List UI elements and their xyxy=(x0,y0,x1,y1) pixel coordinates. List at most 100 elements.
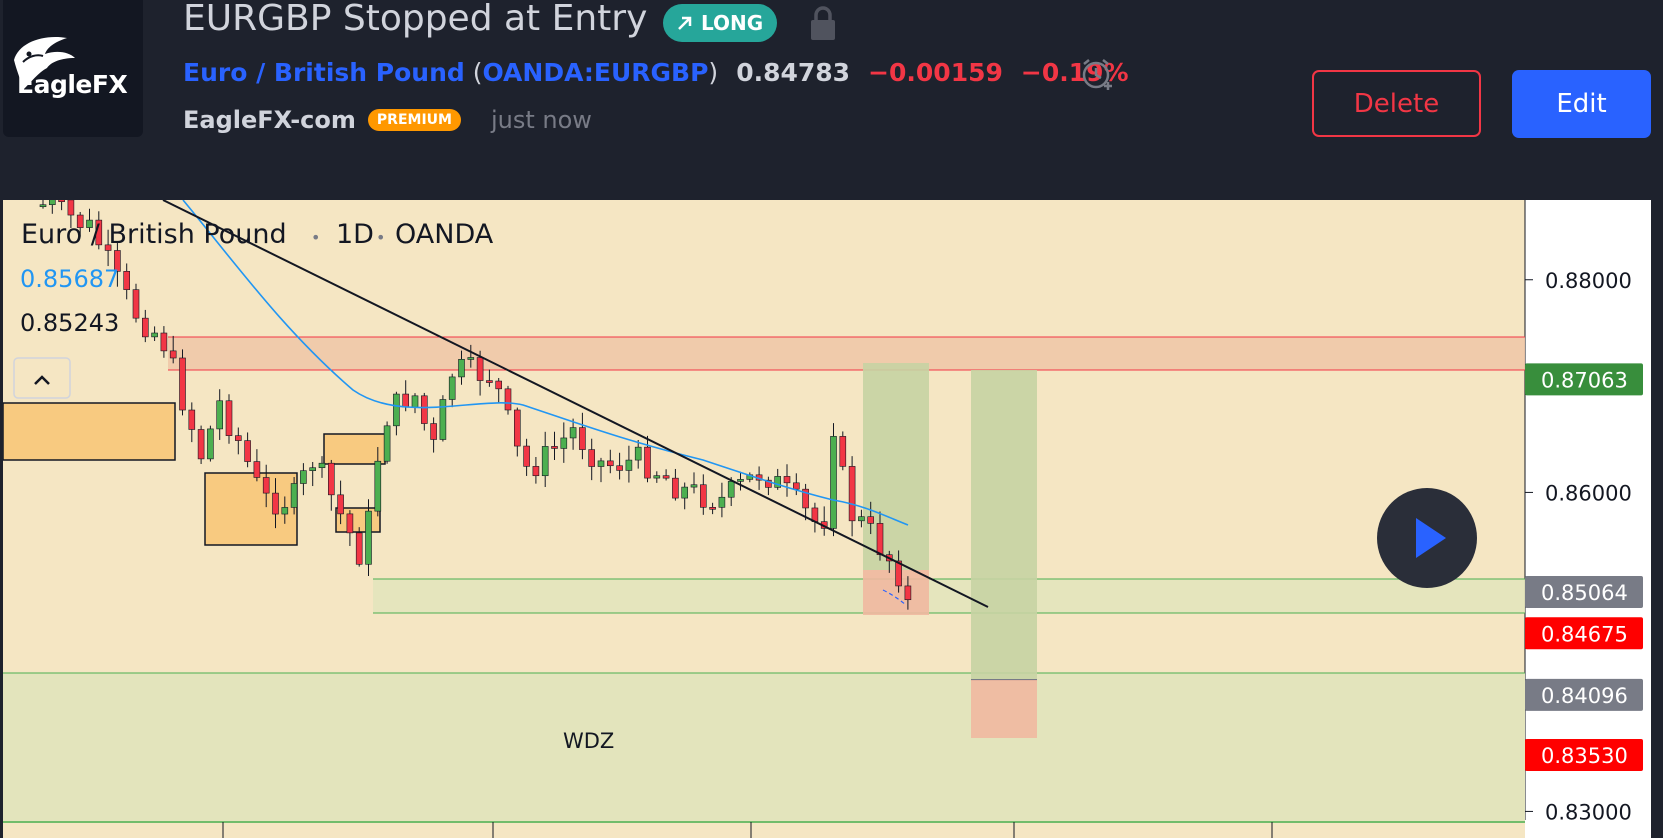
long-badge: LONG xyxy=(663,4,778,42)
candle xyxy=(225,394,233,444)
candle xyxy=(132,283,140,323)
candle xyxy=(290,476,298,515)
candle xyxy=(272,478,279,529)
candle xyxy=(588,438,596,481)
delete-button[interactable]: Delete xyxy=(1312,70,1481,137)
candle xyxy=(216,389,223,440)
candle xyxy=(48,200,56,214)
axis-tick-label: 0.86000 xyxy=(1545,481,1632,505)
logo-text: EagleFX xyxy=(17,70,128,99)
candle xyxy=(420,392,428,431)
price-label-text: 0.83530 xyxy=(1541,744,1628,768)
candle xyxy=(114,242,121,287)
edit-button[interactable]: Edit xyxy=(1512,70,1651,138)
candle xyxy=(365,499,372,577)
candle xyxy=(495,377,503,404)
candle xyxy=(337,480,344,525)
candle xyxy=(439,395,447,442)
symbol-row: Euro / British Pound (OANDA:EURGBP) 0.84… xyxy=(183,58,1129,87)
price-label-text: 0.85064 xyxy=(1541,581,1628,605)
price-chart[interactable]: Euro / British Pound • 1D • OANDA 0.8568… xyxy=(3,200,1651,838)
candle xyxy=(606,449,614,474)
candle xyxy=(281,496,289,524)
lock-icon xyxy=(811,6,835,40)
candle xyxy=(523,438,530,476)
candle xyxy=(179,349,186,416)
candle xyxy=(699,474,707,515)
candle xyxy=(634,439,642,469)
svg-text:•: • xyxy=(311,228,320,247)
candle xyxy=(579,412,586,460)
author-link[interactable]: EagleFX-com xyxy=(183,106,356,134)
price-label-bg xyxy=(1525,678,1643,711)
candle xyxy=(653,471,661,483)
candle xyxy=(430,417,437,453)
price-value: 0.85243 xyxy=(20,309,119,337)
published-time: just now xyxy=(490,106,592,134)
candle xyxy=(625,445,633,483)
price-label-bg xyxy=(1525,575,1643,608)
price-label-text: 0.84675 xyxy=(1541,622,1628,646)
candle xyxy=(867,501,875,535)
candle xyxy=(253,449,261,482)
candle xyxy=(904,576,912,610)
candle xyxy=(839,431,847,471)
candle xyxy=(318,456,326,478)
candle xyxy=(690,472,698,494)
ma-value: 0.85687 xyxy=(20,265,119,293)
alarm-clock-icon[interactable] xyxy=(1080,56,1116,92)
candle xyxy=(560,422,568,463)
candle xyxy=(504,385,512,415)
candle xyxy=(160,326,168,358)
chevron-up-icon xyxy=(34,375,50,385)
candle xyxy=(672,468,679,501)
price-label-bg xyxy=(1525,617,1643,650)
candle xyxy=(327,459,335,511)
price-label-bg xyxy=(1525,363,1643,396)
axis-tick-label: 0.88000 xyxy=(1545,269,1632,293)
arrow-up-right-icon xyxy=(678,16,692,30)
price-change: −0.00159 xyxy=(868,58,1003,87)
candle xyxy=(104,229,112,267)
candle xyxy=(262,464,270,508)
symbol-code-link[interactable]: OANDA:EURGBP xyxy=(482,58,709,87)
candle xyxy=(486,369,493,387)
candle xyxy=(895,550,902,593)
candle xyxy=(848,456,856,537)
symbol-name-link[interactable]: Euro / British Pound xyxy=(183,58,465,87)
collapse-legend-button[interactable] xyxy=(13,357,71,399)
candle xyxy=(374,447,382,517)
candle xyxy=(393,391,400,436)
premium-badge: PREMIUM xyxy=(367,109,461,131)
price-change-percent: −0.19% xyxy=(1020,58,1129,87)
candle xyxy=(597,457,605,483)
last-price: 0.84783 xyxy=(736,58,851,87)
long-badge-label: LONG xyxy=(701,11,764,35)
candle xyxy=(169,335,177,364)
candle xyxy=(718,482,726,518)
candle xyxy=(681,482,689,510)
candle xyxy=(774,468,782,490)
chart-area[interactable]: Euro / British Pound • 1D • OANDA 0.8568… xyxy=(3,200,1651,838)
price-label-text: 0.84096 xyxy=(1541,684,1628,708)
price-label: 0.85064 xyxy=(1525,575,1643,608)
legend-exchange: OANDA xyxy=(395,219,494,250)
svg-text:•: • xyxy=(376,228,385,247)
candle xyxy=(151,326,158,342)
candle xyxy=(67,200,75,228)
play-button[interactable] xyxy=(1377,488,1477,588)
candle xyxy=(86,208,93,232)
author-row: EagleFX-com PREMIUM just now xyxy=(183,106,592,134)
idea-title: EURGBP Stopped at Entry xyxy=(183,0,648,39)
price-label-text: 0.87063 xyxy=(1541,368,1628,392)
candle xyxy=(858,509,865,528)
candle xyxy=(142,309,149,343)
eaglefx-logo[interactable]: EagleFX xyxy=(3,0,143,137)
candle xyxy=(235,427,242,455)
idea-header: EagleFX EURGBP Stopped at Entry LONG Eur… xyxy=(0,0,1663,200)
legend-title: Euro / British Pound xyxy=(21,219,287,250)
candle xyxy=(569,418,577,450)
candle xyxy=(783,464,791,497)
play-icon xyxy=(1416,518,1446,558)
candle xyxy=(709,502,716,515)
